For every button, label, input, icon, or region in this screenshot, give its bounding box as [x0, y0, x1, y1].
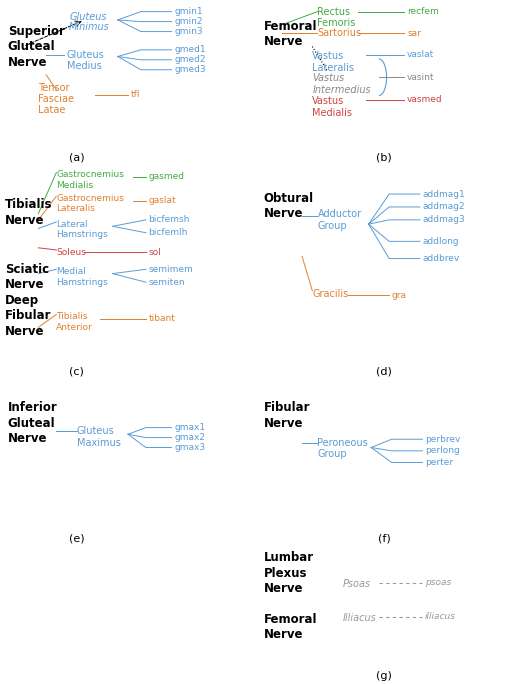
- Text: Gracilis: Gracilis: [312, 289, 349, 299]
- Text: Peroneous
Group: Peroneous Group: [317, 438, 368, 459]
- Text: gra: gra: [392, 291, 407, 300]
- Text: Psoas: Psoas: [343, 579, 371, 589]
- Text: (a): (a): [69, 153, 84, 163]
- Text: illiacus: illiacus: [425, 612, 456, 622]
- Text: gaslat: gaslat: [148, 196, 176, 205]
- Text: addmag2: addmag2: [422, 202, 465, 211]
- Text: gmin1: gmin1: [174, 7, 203, 16]
- Text: gmin2: gmin2: [174, 17, 203, 26]
- Text: sol: sol: [148, 248, 161, 256]
- Text: gmin3: gmin3: [174, 27, 203, 36]
- Text: gasmed: gasmed: [148, 172, 184, 181]
- Text: Tibialis
Anterior: Tibialis Anterior: [56, 313, 93, 332]
- Text: perlong: perlong: [425, 447, 460, 456]
- Text: (d): (d): [376, 367, 392, 377]
- Text: Medial
Hamstrings: Medial Hamstrings: [56, 267, 108, 287]
- Text: perter: perter: [425, 458, 453, 467]
- Text: addmag1: addmag1: [422, 189, 465, 198]
- Text: Adductor
Group: Adductor Group: [317, 209, 361, 231]
- Text: Gluteus
Medius: Gluteus Medius: [67, 50, 104, 70]
- Text: addmag3: addmag3: [422, 215, 465, 224]
- Text: Vastus
Lateralis: Vastus Lateralis: [312, 51, 354, 73]
- Text: vasmed: vasmed: [407, 95, 443, 104]
- Text: Gluteus
Maximus: Gluteus Maximus: [77, 426, 121, 447]
- Text: recfem: recfem: [407, 7, 439, 16]
- Text: Sartorius: Sartorius: [317, 28, 361, 38]
- Text: gmed3: gmed3: [174, 65, 206, 75]
- Text: semiten: semiten: [148, 278, 185, 287]
- Text: Tensor
Fasciae
Latae: Tensor Fasciae Latae: [38, 83, 74, 115]
- Text: bicfemlh: bicfemlh: [148, 228, 188, 237]
- Text: (f): (f): [378, 534, 390, 544]
- Text: Gastrocnemius
Medialis: Gastrocnemius Medialis: [56, 170, 124, 190]
- Text: sar: sar: [407, 29, 421, 38]
- Text: Lateral
Hamstrings: Lateral Hamstrings: [56, 220, 108, 239]
- Text: (g): (g): [376, 671, 392, 681]
- Text: Obtural
Nerve: Obtural Nerve: [264, 192, 314, 220]
- Text: (c): (c): [69, 367, 84, 377]
- Text: Lumbar
Plexus
Nerve: Lumbar Plexus Nerve: [264, 551, 314, 595]
- Text: Tibialis
Nerve: Tibialis Nerve: [5, 198, 53, 227]
- Text: addlong: addlong: [422, 237, 459, 246]
- Text: gmed1: gmed1: [174, 45, 206, 54]
- Text: Superior
Gluteal
Nerve: Superior Gluteal Nerve: [8, 25, 65, 69]
- Text: Femoral
Nerve: Femoral Nerve: [264, 613, 317, 642]
- Text: psoas: psoas: [425, 578, 451, 588]
- Text: gmax3: gmax3: [174, 443, 205, 452]
- Text: Vastus
Intermedius: Vastus Intermedius: [312, 73, 371, 94]
- Text: vasint: vasint: [407, 73, 435, 82]
- Text: semimem: semimem: [148, 265, 193, 274]
- Text: Sciatic
Nerve
Deep
Fibular
Nerve: Sciatic Nerve Deep Fibular Nerve: [5, 263, 52, 338]
- Text: Soleus: Soleus: [56, 248, 86, 256]
- Text: Gastrocnemius
Lateralis: Gastrocnemius Lateralis: [56, 194, 124, 213]
- Text: (b): (b): [376, 153, 392, 163]
- Text: Femoral
Nerve: Femoral Nerve: [264, 20, 317, 49]
- Text: Fibular
Nerve: Fibular Nerve: [264, 401, 310, 430]
- Text: perbrev: perbrev: [425, 435, 460, 444]
- Text: vaslat: vaslat: [407, 51, 434, 60]
- Text: Rectus
Femoris: Rectus Femoris: [317, 7, 356, 28]
- Text: Inferior
Gluteal
Nerve: Inferior Gluteal Nerve: [8, 401, 57, 445]
- Text: (e): (e): [69, 534, 84, 544]
- Text: tfl: tfl: [131, 90, 140, 99]
- Text: Gluteus
Minimus: Gluteus Minimus: [69, 12, 110, 32]
- Text: addbrev: addbrev: [422, 254, 460, 263]
- Text: bicfemsh: bicfemsh: [148, 215, 190, 224]
- Text: Illiacus: Illiacus: [343, 613, 377, 623]
- Text: gmax2: gmax2: [174, 433, 205, 442]
- Text: Vastus
Medialis: Vastus Medialis: [312, 96, 352, 118]
- Text: tibant: tibant: [148, 314, 175, 324]
- Text: gmed2: gmed2: [174, 55, 206, 64]
- Text: gmax1: gmax1: [174, 423, 205, 432]
